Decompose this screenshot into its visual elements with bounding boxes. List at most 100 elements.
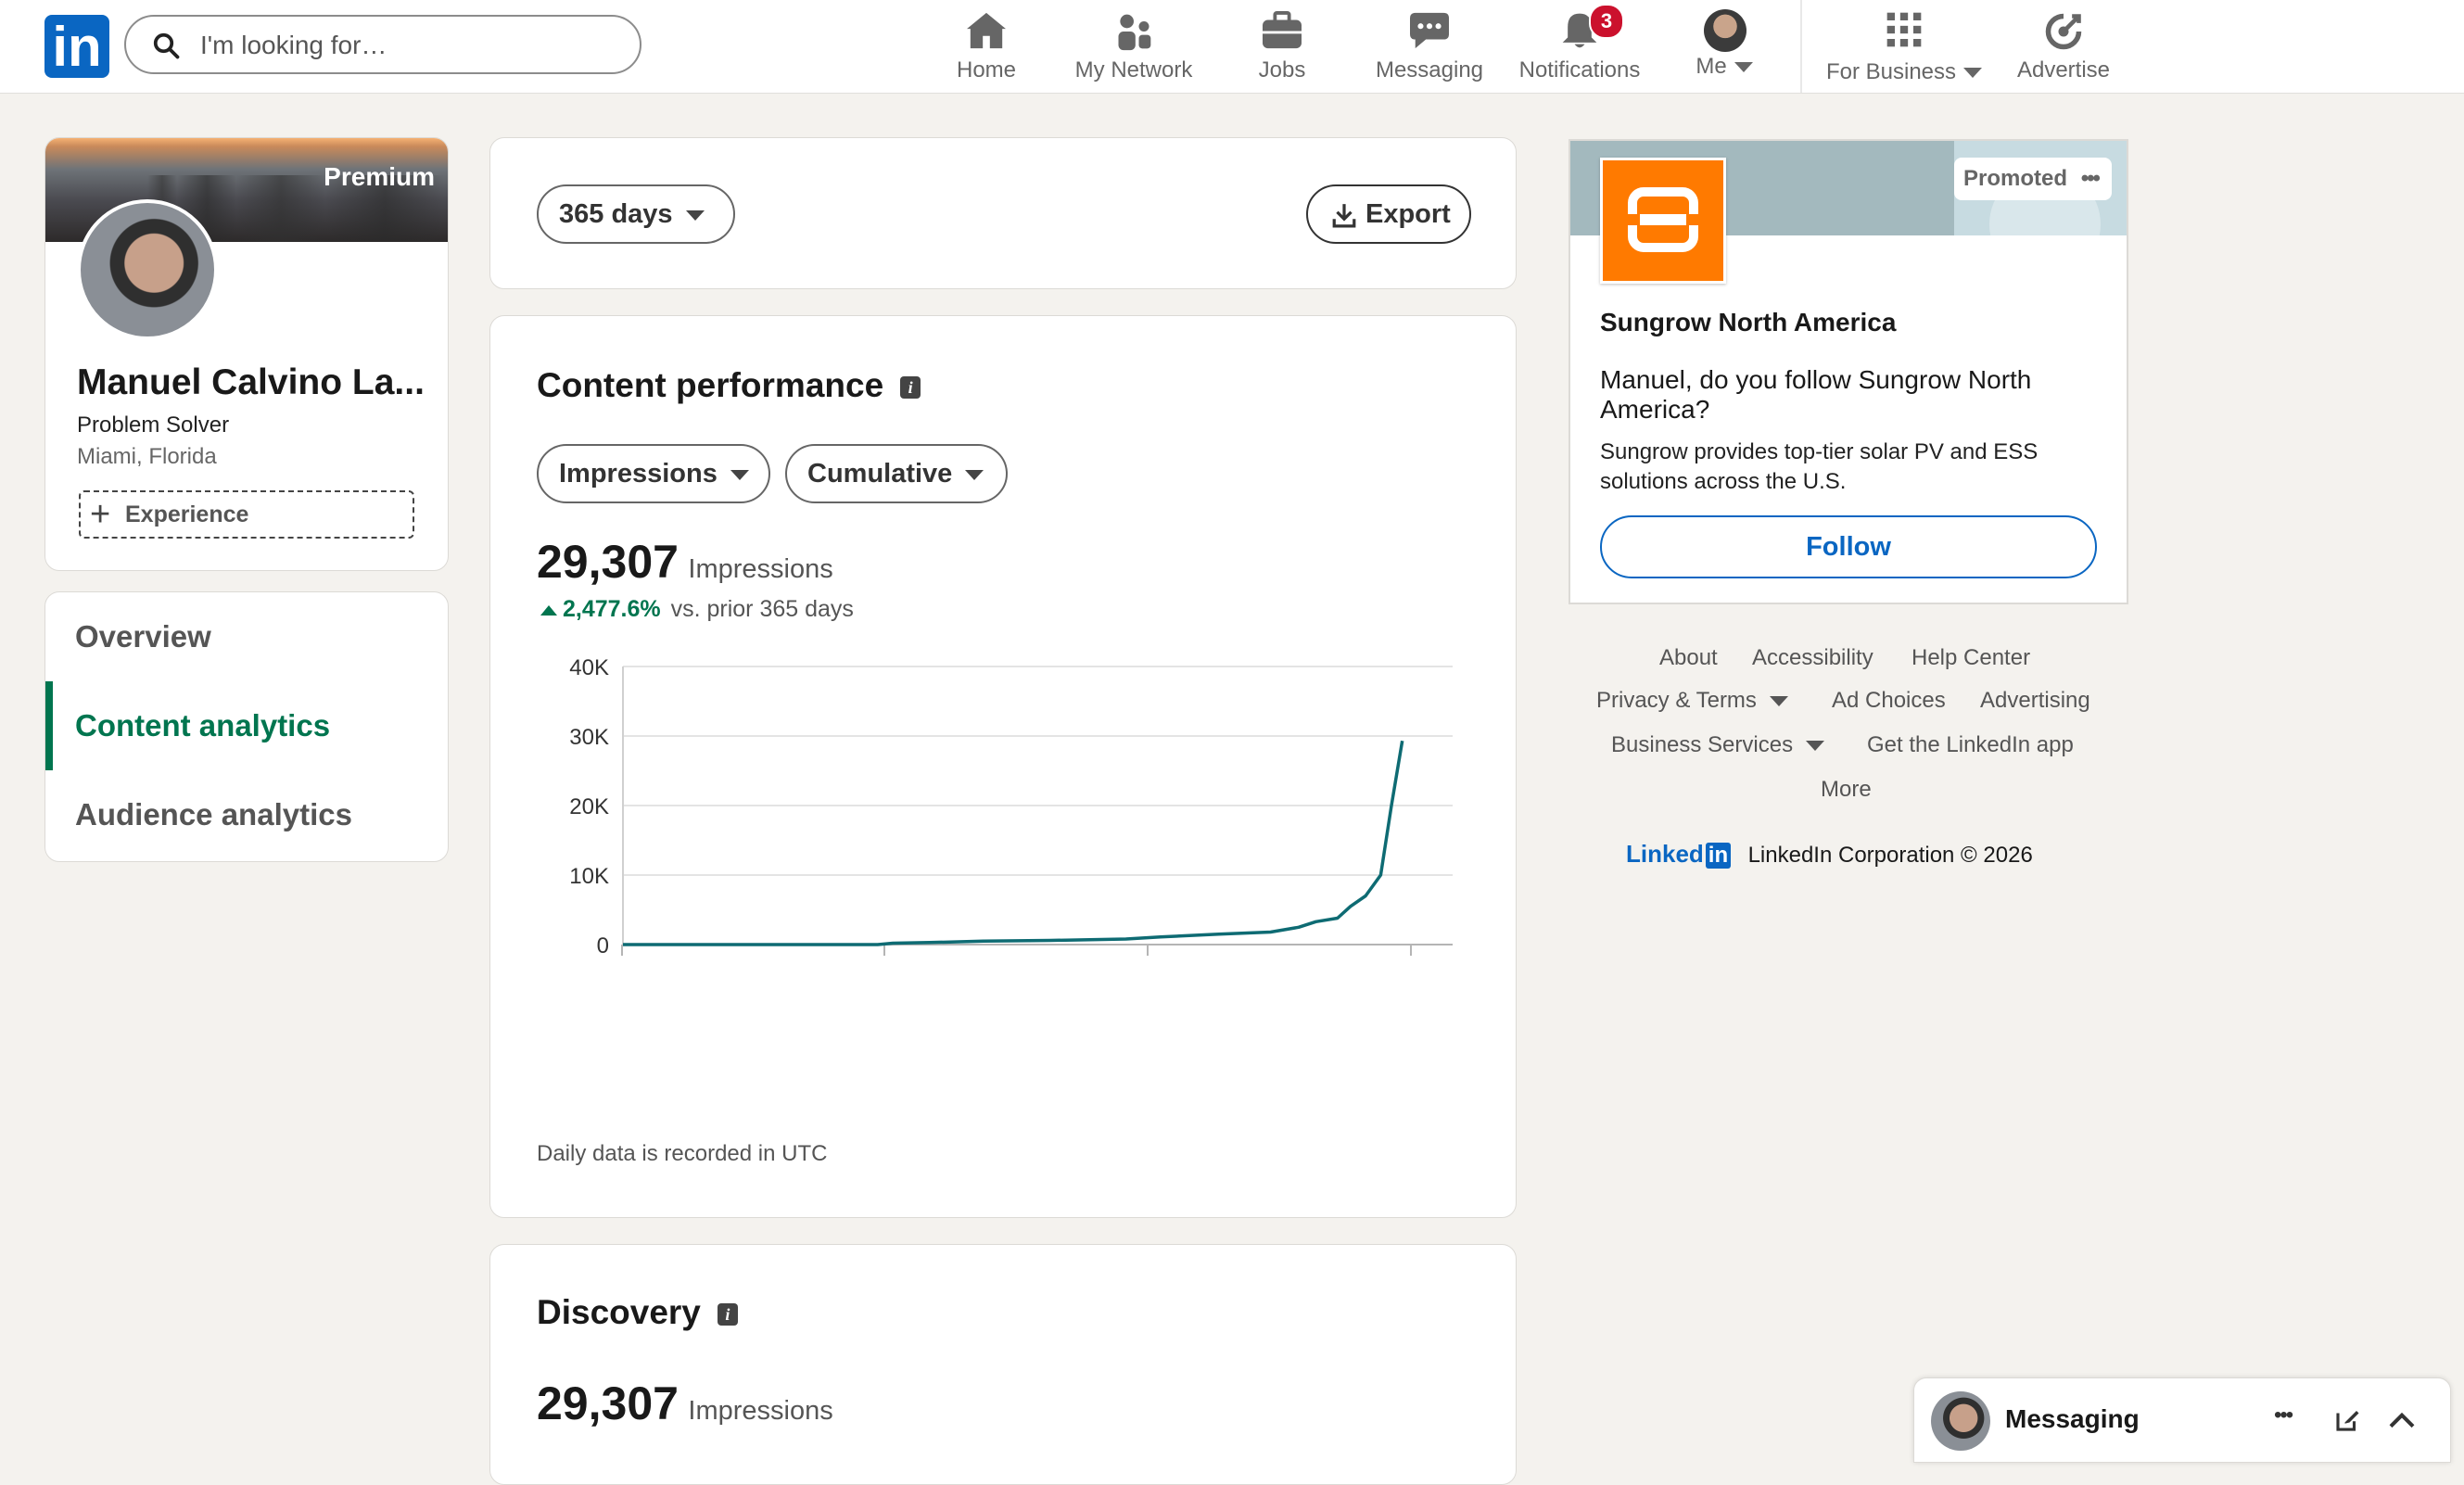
profile-card: Premium Manuel Calvino La... Problem Sol… [44, 137, 449, 571]
ad-card: Promoted ••• Sungrow North America Manue… [1569, 139, 2128, 604]
filter-card: 365 days Export [489, 137, 1517, 289]
impressions-chart[interactable]: 010K20K30K40KMay 2025Sep 2025Jan 2026May… [490, 641, 1518, 956]
export-button[interactable]: Export [1306, 184, 1471, 244]
change-indicator: 2,477.6% vs. prior 365 days [540, 596, 854, 623]
linkedin-logo[interactable]: in [44, 15, 109, 78]
search-bar[interactable] [124, 15, 641, 74]
discovery-card: Discovery i 29,307 Impressions [489, 1244, 1517, 1485]
linkedin-wordmark-text: Linked [1626, 840, 1704, 868]
compose-icon[interactable] [2333, 1406, 2361, 1434]
chevron-down-icon [965, 469, 984, 480]
footer-link-accessibility[interactable]: Accessibility [1752, 645, 1873, 670]
nav-home[interactable]: Home [936, 7, 1036, 87]
profile-location: Miami, Florida [77, 444, 217, 469]
notifications-badge: 3 [1589, 4, 1624, 39]
nav-notifications-label: Notifications [1518, 57, 1641, 82]
chevron-up-icon[interactable] [2387, 1410, 2417, 1430]
mode-dropdown[interactable]: Cumulative [785, 444, 1008, 503]
footer-link-business-services[interactable]: Business Services [1611, 732, 1825, 758]
nav-messaging-label: Messaging [1375, 57, 1484, 82]
footer-link-label: Privacy & Terms [1596, 688, 1757, 713]
nav-divider [1800, 0, 1802, 93]
content-performance-card: Content performance i Impressions Cumulat… [489, 315, 1517, 1218]
metric-dropdown-label: Impressions [559, 459, 718, 489]
y-tick-label: 20K [569, 794, 609, 819]
more-icon[interactable]: ••• [2274, 1402, 2293, 1428]
performance-title-text: Content performance [537, 366, 884, 404]
date-range-dropdown[interactable]: 365 days [537, 184, 735, 244]
sidenav-item-audience-analytics[interactable]: Audience analytics [45, 770, 446, 859]
footer-link-advertising[interactable]: Advertising [1980, 688, 2090, 713]
footer-link-ad-choices[interactable]: Ad Choices [1832, 688, 1946, 713]
sidenav-item-label: Content analytics [75, 708, 331, 742]
bell-icon [1562, 13, 1597, 48]
search-input[interactable] [198, 26, 619, 65]
linkedin-in-logo: in [1705, 843, 1732, 869]
sungrow-logo-icon [1623, 187, 1703, 252]
content-performance-title: Content performance i [537, 366, 921, 405]
nav-notifications[interactable]: 3 Notifications [1511, 4, 1648, 87]
chevron-down-icon [1963, 68, 1983, 79]
footer-link-about[interactable]: About [1659, 645, 1718, 670]
download-icon [1332, 204, 1356, 228]
sidenav-item-content-analytics[interactable]: Content analytics [45, 681, 446, 770]
footer-link-more[interactable]: More [1821, 777, 1872, 802]
nav-me[interactable]: Me [1687, 7, 1761, 87]
profile-headline: Problem Solver [77, 412, 230, 438]
change-value: 2,477.6% [563, 596, 661, 622]
profile-avatar[interactable] [77, 199, 218, 340]
messaging-dock[interactable]: Messaging ••• [1913, 1377, 2451, 1463]
series-line [623, 740, 1404, 946]
total-impressions-unit: Impressions [688, 554, 833, 584]
add-experience-button[interactable]: + Experience [79, 490, 414, 539]
discovery-title-text: Discovery [537, 1293, 701, 1331]
premium-label: Premium [324, 162, 435, 191]
mode-dropdown-label: Cumulative [807, 459, 953, 489]
discovery-total-value: 29,307 [537, 1377, 679, 1429]
avatar [1931, 1391, 1990, 1451]
ad-company-name[interactable]: Sungrow North America [1600, 308, 1897, 336]
follow-button[interactable]: Follow [1600, 515, 2097, 578]
chevron-down-icon [1769, 696, 1788, 707]
nav-my-network-label: My Network [1074, 57, 1193, 82]
linkedin-wordmark: Linked in [1626, 840, 1732, 869]
sungrow-logo[interactable] [1600, 158, 1726, 284]
y-tick-label: 10K [569, 864, 609, 889]
chart-footnote: Daily data is recorded in UTC [537, 1141, 828, 1166]
profile-name[interactable]: Manuel Calvino La... [77, 362, 425, 402]
nav-me-label: Me [1696, 54, 1727, 79]
metric-dropdown[interactable]: Impressions [537, 444, 770, 503]
chevron-down-icon [1806, 741, 1825, 752]
copyright: LinkedIn Corporation © 2026 [1747, 843, 2033, 868]
date-range-label: 365 days [559, 199, 673, 229]
footer-link-help-center[interactable]: Help Center [1912, 645, 2031, 670]
info-icon[interactable]: i [900, 376, 921, 400]
avatar [1704, 9, 1746, 52]
nav-for-business[interactable]: For Business [1821, 7, 1988, 87]
info-icon[interactable]: i [717, 1303, 738, 1326]
promoted-label: Promoted [1963, 166, 2068, 191]
footer-link-privacy-terms[interactable]: Privacy & Terms [1596, 688, 1788, 714]
discovery-total-unit: Impressions [688, 1396, 833, 1426]
discovery-total: 29,307 Impressions [537, 1377, 833, 1430]
discovery-title: Discovery i [537, 1293, 738, 1332]
top-nav: in Home My Network Jobs Messaging 3 Noti… [0, 0, 2464, 94]
change-suffix: vs. prior 365 days [670, 596, 854, 622]
nav-jobs[interactable]: Jobs [1242, 7, 1322, 87]
advertise-icon [2045, 13, 2082, 50]
total-impressions-value: 29,307 [537, 536, 679, 588]
people-icon [1118, 14, 1151, 51]
nav-my-network[interactable]: My Network [1066, 7, 1201, 87]
promoted-menu[interactable]: Promoted ••• [1954, 158, 2112, 200]
nav-advertise[interactable]: Advertise [2008, 7, 2119, 87]
plus-icon: + [90, 495, 111, 534]
sidenav-item-overview[interactable]: Overview [45, 592, 446, 681]
arrow-up-icon [540, 604, 557, 616]
nav-messaging[interactable]: Messaging [1370, 7, 1489, 87]
messaging-label: Messaging [2005, 1404, 2140, 1433]
grid-icon [1886, 12, 1922, 47]
add-experience-label: Experience [125, 501, 249, 527]
chevron-down-icon [685, 209, 705, 221]
total-impressions: 29,307 Impressions [537, 535, 833, 589]
footer-link-get-app[interactable]: Get the LinkedIn app [1867, 732, 2074, 757]
